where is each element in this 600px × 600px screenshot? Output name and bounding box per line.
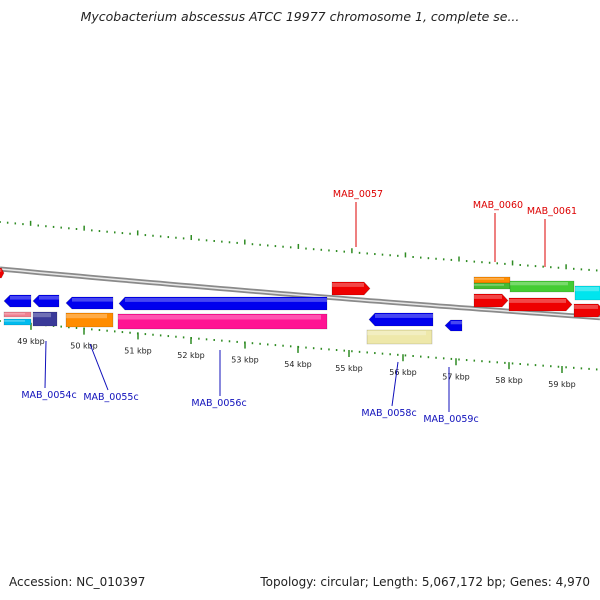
- feature-bar-green-long[interactable]: [509, 280, 575, 293]
- feature-bar-cyan[interactable]: [574, 285, 600, 301]
- feature-bar-khaki-shine: [367, 331, 426, 336]
- label-leader-mab-0054c: [44, 340, 47, 389]
- gene-arrow-mab-0055c[interactable]: [65, 296, 114, 310]
- label-leader-mab-0058c: [391, 361, 399, 407]
- feature-bar-pink-shine: [4, 313, 25, 315]
- feature-bar-khaki[interactable]: [366, 329, 433, 345]
- backbone-inner: [0, 268, 600, 319]
- kbp-tick-label: 58 kbp: [495, 376, 523, 385]
- gene-arrow-mab-0056c-shine: [125, 298, 327, 302]
- feature-bar-green-long-shine: [510, 282, 568, 286]
- feature-bar-cyan-small-shine: [4, 320, 25, 322]
- feature-bar-magenta[interactable]: [117, 313, 328, 330]
- gene-arrow-mab-0059c[interactable]: [444, 319, 463, 332]
- genome-summary-text: Topology: circular; Length: 5,067,172 bp…: [260, 575, 590, 589]
- kbp-tick-label: 56 kbp: [389, 368, 417, 377]
- gene-arrow-left-edge[interactable]: [0, 267, 5, 279]
- gene-arrow-mab-0055c-shine: [72, 298, 113, 302]
- feature-bar-magenta-shine: [118, 315, 321, 320]
- gene-arrow-mab-0054c[interactable]: [3, 294, 32, 308]
- gene-arrow-left-2-shine: [39, 296, 59, 300]
- kbp-tick-label: 54 kbp: [284, 360, 312, 369]
- feature-bar-green-shine: [474, 284, 504, 286]
- kbp-tick-label: 49 kbp: [17, 337, 45, 346]
- gene-arrow-mab-0061-shine: [509, 299, 566, 303]
- feature-bar-cyan-small[interactable]: [3, 318, 32, 326]
- gene-arrow-mab-0061[interactable]: [508, 297, 573, 312]
- feature-bar-navy-shine: [33, 313, 51, 318]
- map-title: Mycobacterium abscessus ATCC 19977 chrom…: [80, 9, 520, 24]
- gene-arrow-left-edge-shine: [0, 269, 2, 272]
- feature-bar-navy[interactable]: [32, 311, 58, 327]
- gene-label-mab-0060[interactable]: MAB_0060: [473, 200, 523, 211]
- gene-arrow-mab-0058c[interactable]: [368, 312, 434, 327]
- feature-bar-cyan-shine: [575, 287, 599, 292]
- gene-label-mab-0061[interactable]: MAB_0061: [527, 206, 577, 217]
- feature-bar-green[interactable]: [473, 282, 511, 290]
- gene-label-mab-0054c[interactable]: MAB_0054c: [21, 390, 76, 401]
- gene-arrow-mab-0059c-shine: [450, 321, 462, 325]
- gene-arrow-right-edge-shine: [574, 305, 598, 309]
- kbp-tick-label: 50 kbp: [70, 342, 98, 351]
- gene-label-mab-0057[interactable]: MAB_0057: [333, 189, 383, 200]
- feature-bar-orange-shine: [474, 278, 504, 280]
- gene-arrow-right-edge[interactable]: [573, 303, 600, 318]
- feature-bar-orange[interactable]: [473, 276, 511, 284]
- gene-arrow-mab-0060-shine: [474, 295, 502, 299]
- kbp-tick-label: 55 kbp: [335, 364, 363, 373]
- feature-bar-orange-2-shine: [66, 314, 107, 319]
- gene-label-mab-0056c[interactable]: MAB_0056c: [191, 398, 246, 409]
- accession-text: Accession: NC_010397: [9, 575, 146, 589]
- gene-label-mab-0058c[interactable]: MAB_0058c: [361, 408, 416, 419]
- gene-arrow-mab-0058c-shine: [375, 314, 433, 318]
- gene-arrow-left-2[interactable]: [32, 294, 60, 308]
- kbp-tick-label: 52 kbp: [177, 351, 205, 360]
- kbp-tick-label: 53 kbp: [231, 356, 259, 365]
- kbp-tick-label: 51 kbp: [124, 346, 152, 355]
- gene-label-mab-0055c[interactable]: MAB_0055c: [83, 392, 138, 403]
- feature-bar-orange-2[interactable]: [65, 312, 114, 328]
- kbp-tick-label: 59 kbp: [548, 380, 576, 389]
- gene-arrow-mab-0056c[interactable]: [118, 296, 328, 311]
- label-leader-mab-0055c: [89, 343, 109, 391]
- gene-arrow-mab-0060[interactable]: [473, 293, 509, 308]
- gene-arrow-mab-0057[interactable]: [331, 281, 371, 296]
- gene-label-mab-0059c[interactable]: MAB_0059c: [423, 414, 478, 425]
- gene-arrow-mab-0054c-shine: [10, 296, 31, 300]
- gene-arrow-mab-0057-shine: [332, 283, 364, 287]
- feature-bar-pink[interactable]: [3, 311, 32, 318]
- kbp-tick-label: 57 kbp: [442, 372, 470, 381]
